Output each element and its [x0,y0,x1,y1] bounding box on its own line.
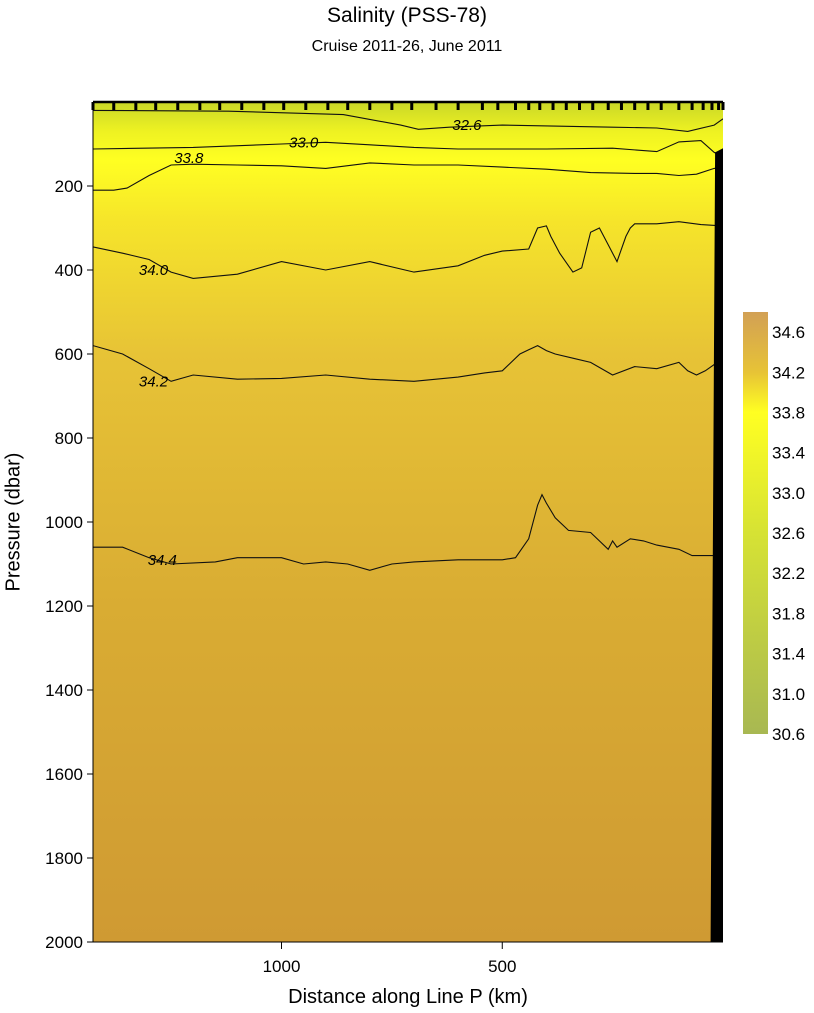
y-tick-label: 1600 [45,765,83,784]
contour-label-33.8: 33.8 [174,150,204,167]
y-tick-label: 800 [55,429,83,448]
contour-label-32.6: 32.6 [452,117,482,134]
x-tick-label: 500 [488,957,516,976]
colorbar-tick-label: 31.8 [772,604,805,623]
contour-line-33.8 [93,162,723,191]
contour-line-34.2 [93,344,723,382]
contour-line-34.4 [93,493,723,571]
colorbar-tick-label: 33.8 [772,403,805,422]
colorbar-tick-label: 33.0 [772,484,805,503]
contour-label-34.4: 34.4 [148,552,177,569]
y-tick-label: 1000 [45,513,83,532]
y-tick-label: 1200 [45,597,83,616]
contour-label-34.0: 34.0 [139,262,169,279]
colorbar-tick-label: 32.6 [772,524,805,543]
y-tick-label: 200 [55,177,83,196]
colorbar-tick-label: 31.4 [772,645,805,664]
y-tick-label: 400 [55,261,83,280]
contour-label-34.2: 34.2 [139,373,169,390]
y-tick-label: 2000 [45,933,83,952]
y-tick-label: 1400 [45,681,83,700]
colorbar-tick-label: 33.4 [772,444,805,463]
colorbar-tick-label: 34.6 [772,323,805,342]
contour-label-33.0: 33.0 [289,134,319,151]
colorbar-tick-label: 30.6 [772,725,805,744]
y-tick-label: 1800 [45,849,83,868]
colorbar-tick-label: 32.2 [772,564,805,583]
y-tick-label: 600 [55,345,83,364]
contour-line-32.6 [93,109,723,132]
contour-line-33.0 [93,140,723,158]
chart-title: Salinity (PSS-78) [327,4,487,27]
colorbar-tick-label: 34.2 [772,363,805,382]
x-axis-label: Distance along Line P (km) [288,986,528,1008]
contour-line-34.0 [93,221,723,279]
chart-subtitle: Cruise 2011-26, June 2011 [311,38,503,55]
x-tick-label: 1000 [263,957,301,976]
colorbar [743,312,768,734]
colorbar-tick-label: 31.0 [772,685,805,704]
salinity-field [93,102,723,942]
